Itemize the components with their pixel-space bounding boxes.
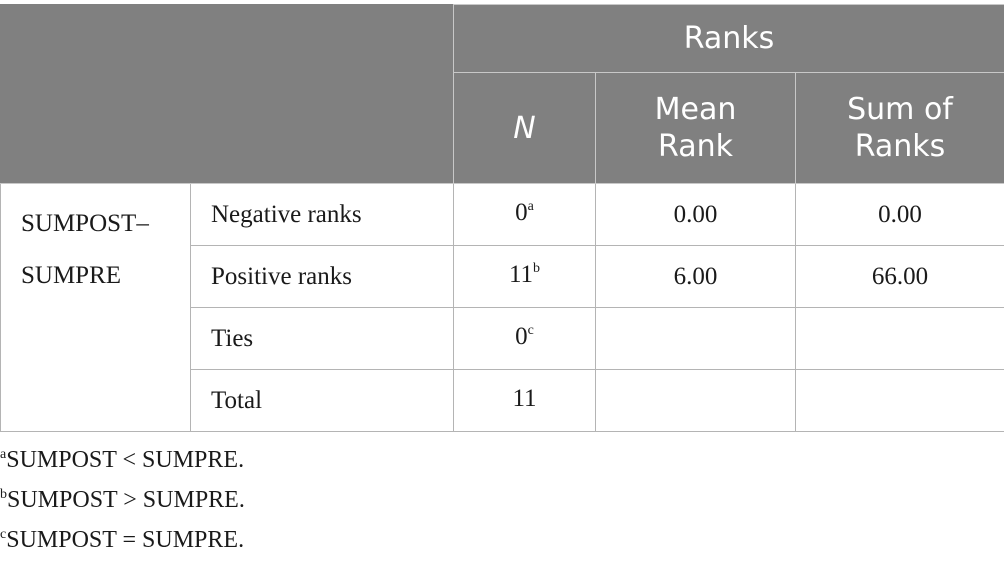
sum-of-ranks-cell: 66.00 <box>796 246 1004 308</box>
header-blank-cell <box>1 5 454 184</box>
footnote-text: SUMPOST < SUMPRE. <box>6 447 244 473</box>
footnote-c: cSUMPOST = SUMPRE. <box>0 522 245 562</box>
n-cell: 11b <box>454 246 596 308</box>
ranks-table-container: Ranks N Mean Rank Sum of Ranks SUMPOST– … <box>0 4 1004 432</box>
header-sum-of-ranks: Sum of Ranks <box>796 73 1004 184</box>
header-sum-of-ranks-line2: Ranks <box>855 129 946 164</box>
footnote-marker: a <box>0 447 6 462</box>
row-label: Ties <box>191 308 454 370</box>
sum-of-ranks-cell <box>796 370 1004 432</box>
group-label-line1: SUMPOST– <box>21 210 149 237</box>
ranks-table: Ranks N Mean Rank Sum of Ranks SUMPOST– … <box>0 4 1004 432</box>
mean-rank-cell <box>596 370 796 432</box>
n-value: 11 <box>512 385 536 412</box>
header-mean-rank-line1: Mean <box>655 92 737 127</box>
mean-rank-cell: 0.00 <box>596 184 796 246</box>
n-cell: 11 <box>454 370 596 432</box>
n-footnote-marker: c <box>528 323 534 338</box>
header-mean-rank-line2: Rank <box>658 129 733 164</box>
footnote-a: aSUMPOST < SUMPRE. <box>0 442 245 482</box>
group-label-cell: SUMPOST– SUMPRE <box>1 184 191 432</box>
mean-rank-cell <box>596 308 796 370</box>
n-value: 0 <box>515 323 528 350</box>
table-footnotes: aSUMPOST < SUMPRE. bSUMPOST > SUMPRE. cS… <box>0 442 245 562</box>
n-value: 0 <box>515 199 528 226</box>
group-label-line2: SUMPRE <box>21 262 121 289</box>
n-footnote-marker: a <box>528 199 534 214</box>
row-label: Negative ranks <box>191 184 454 246</box>
sum-of-ranks-cell: 0.00 <box>796 184 1004 246</box>
n-footnote-marker: b <box>533 261 540 276</box>
footnote-marker: c <box>0 527 6 542</box>
footnote-text: SUMPOST > SUMPRE. <box>7 487 245 513</box>
table-header: Ranks N Mean Rank Sum of Ranks <box>1 5 1004 184</box>
footnote-text: SUMPOST = SUMPRE. <box>6 527 244 553</box>
row-label: Positive ranks <box>191 246 454 308</box>
row-label: Total <box>191 370 454 432</box>
header-sum-of-ranks-line1: Sum of <box>847 92 953 127</box>
footnote-marker: b <box>0 487 7 502</box>
table-body: SUMPOST– SUMPRE Negative ranks 0a 0.00 0… <box>1 184 1004 432</box>
n-value: 11 <box>509 261 533 288</box>
table-row: SUMPOST– SUMPRE Negative ranks 0a 0.00 0… <box>1 184 1004 246</box>
n-cell: 0a <box>454 184 596 246</box>
header-mean-rank: Mean Rank <box>596 73 796 184</box>
sum-of-ranks-cell <box>796 308 1004 370</box>
header-ranks-group: Ranks <box>454 5 1004 73</box>
footnote-b: bSUMPOST > SUMPRE. <box>0 482 245 522</box>
n-cell: 0c <box>454 308 596 370</box>
header-n: N <box>454 73 596 184</box>
mean-rank-cell: 6.00 <box>596 246 796 308</box>
